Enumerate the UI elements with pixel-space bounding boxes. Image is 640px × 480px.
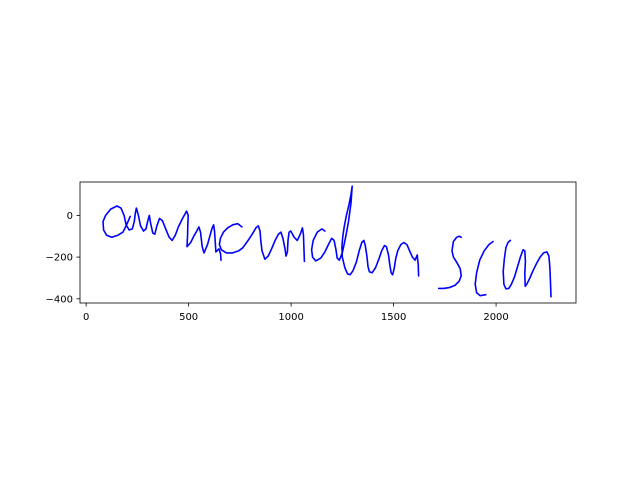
y-tick-label: −400 <box>46 294 73 305</box>
series-line-stroke <box>102 205 222 262</box>
x-tick-label: 1500 <box>381 312 406 323</box>
y-axis: 0 −200 −400 <box>46 211 80 305</box>
series-layer <box>102 185 552 298</box>
series-line-stroke <box>310 185 420 277</box>
series-line-stroke <box>502 239 552 298</box>
series-line-stroke <box>218 222 306 263</box>
plot-area <box>80 182 576 303</box>
series-line-stroke <box>437 235 463 290</box>
x-tick-label: 500 <box>179 312 198 323</box>
plot-frame <box>79 181 577 304</box>
x-tick-label: 0 <box>83 312 89 323</box>
x-tick-label: 1000 <box>278 312 303 323</box>
x-tick-label: 2000 <box>483 312 508 323</box>
y-tick-label: −200 <box>46 253 73 264</box>
y-tick-label: 0 <box>67 211 73 222</box>
x-axis: 0 500 1000 1500 2000 <box>83 303 509 323</box>
series-line-stroke <box>474 240 494 297</box>
